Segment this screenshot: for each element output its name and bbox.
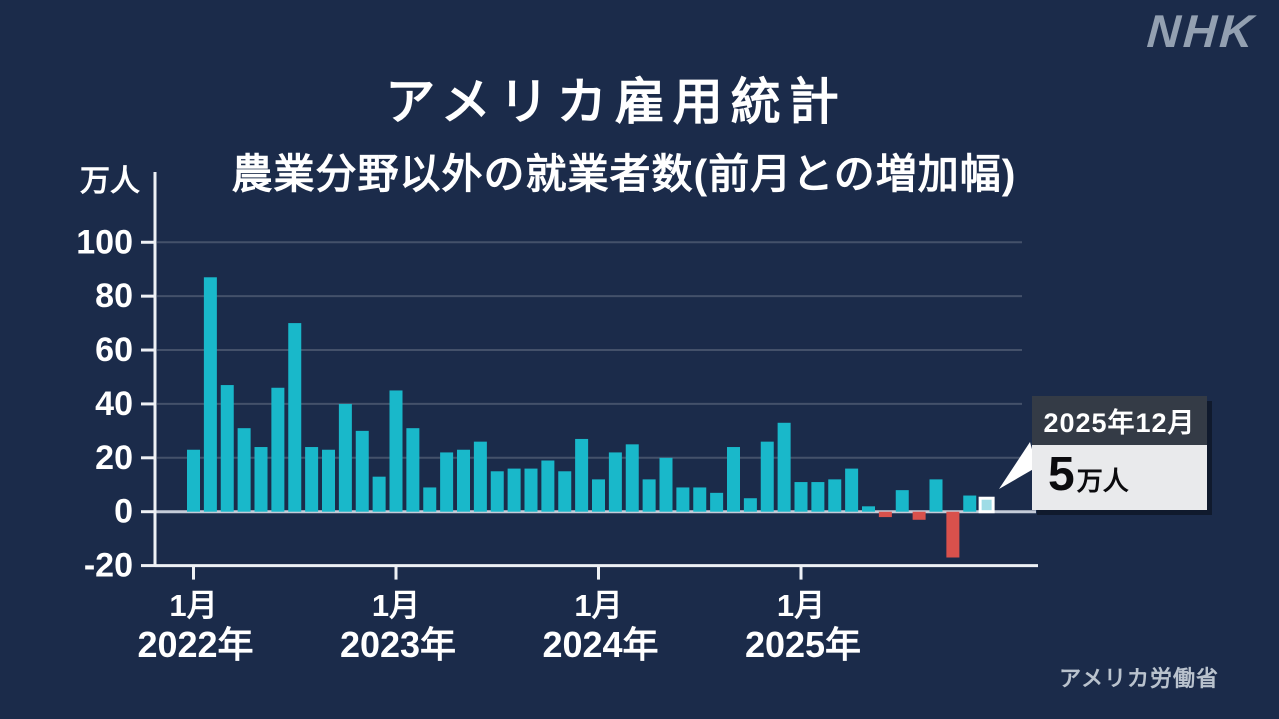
bar-2024年9月 [727,447,740,512]
bar-2024年2月 [608,452,622,512]
y-axis-unit-label: 万人 [80,165,140,198]
bar-2023年12月 [575,438,589,512]
bar-2022年10月 [338,403,352,512]
bar-2023年3月 [423,487,437,512]
y-tick-label: 100 [76,223,133,261]
nhk-logo: NHK [1145,5,1258,57]
x-year-label: 2022年 [137,624,253,665]
bar-2024年1月 [592,479,605,512]
page-title: アメリカ雇用統計 [385,74,847,130]
bar-2023年7月 [490,471,504,512]
bar-2025年5月 [862,506,875,512]
bar-2023年8月 [507,468,521,512]
bar-2025年7月 [895,490,909,512]
bar-2024年11月 [760,441,774,512]
bar-2023年10月 [541,460,555,512]
bar-2023年4月 [440,452,454,512]
bar-2024年7月 [693,487,707,512]
x-month-label: 1月 [372,588,420,623]
bar-2024年5月 [659,457,673,512]
bar-2022年12月 [372,476,386,512]
bar-2024年4月 [642,479,656,512]
bar-2025年8月 [912,511,926,520]
callout-arrow [999,442,1037,489]
callout-value-unit: 万人 [1076,466,1129,496]
bar-2023年11月 [558,471,572,512]
bar-2023年9月 [524,468,538,512]
y-tick-label: 80 [95,277,133,315]
callout-value: 5 万人 [1032,445,1207,510]
bar-2025年1月 [794,482,808,512]
bar-2022年6月 [271,387,285,512]
bar-2022年4月 [237,428,251,512]
bar-2025年3月 [828,479,842,512]
x-year-label: 2025年 [745,624,861,665]
bar-2022年1月 [187,449,200,512]
bar-2022年3月 [220,385,234,512]
bar-2023年2月 [406,428,420,512]
bar-2022年9月 [322,449,335,512]
bar-2024年12月 [777,422,791,512]
bar-2025年9月 [929,479,943,512]
bar-2023年1月 [389,390,403,512]
data-callout: 2025年12月 5 万人 [1032,396,1207,510]
bar-2023年6月 [473,441,487,512]
bar-2025年10月 [946,511,960,558]
bar-2022年7月 [288,323,302,512]
x-year-label: 2023年 [340,624,456,665]
y-tick-label: -20 [84,547,133,585]
bar-2022年5月 [254,447,268,512]
bar-2025年4月 [845,468,859,512]
x-month-label: 1月 [169,588,217,623]
chart-subtitle: 農業分野以外の就業者数(前月との増加幅) [231,151,1017,197]
bar-2025年12月 [978,496,995,514]
bar-2022年2月 [203,277,217,512]
bar-2023年5月 [457,449,470,512]
y-tick-label: 40 [95,385,133,423]
bar-2025年6月 [878,511,892,518]
bar-2022年11月 [355,430,369,512]
x-month-label: 1月 [777,588,825,623]
x-year-label: 2024年 [542,624,658,665]
source-label: アメリカ労働省 [1059,666,1219,691]
y-tick-label: 60 [95,331,133,369]
callout-value-number: 5 [1048,448,1075,501]
y-tick-label: 20 [95,439,133,477]
bar-2024年3月 [625,444,639,512]
bar-2022年8月 [305,447,319,512]
bar-2024年6月 [676,487,690,512]
bar-2025年11月 [963,495,977,512]
x-month-label: 1月 [574,588,622,623]
bar-2025年2月 [811,482,825,512]
bar-2024年8月 [710,492,724,512]
callout-date-label: 2025年12月 [1032,396,1207,445]
y-tick-label: 0 [114,493,133,531]
bar-2024年10月 [743,498,757,512]
